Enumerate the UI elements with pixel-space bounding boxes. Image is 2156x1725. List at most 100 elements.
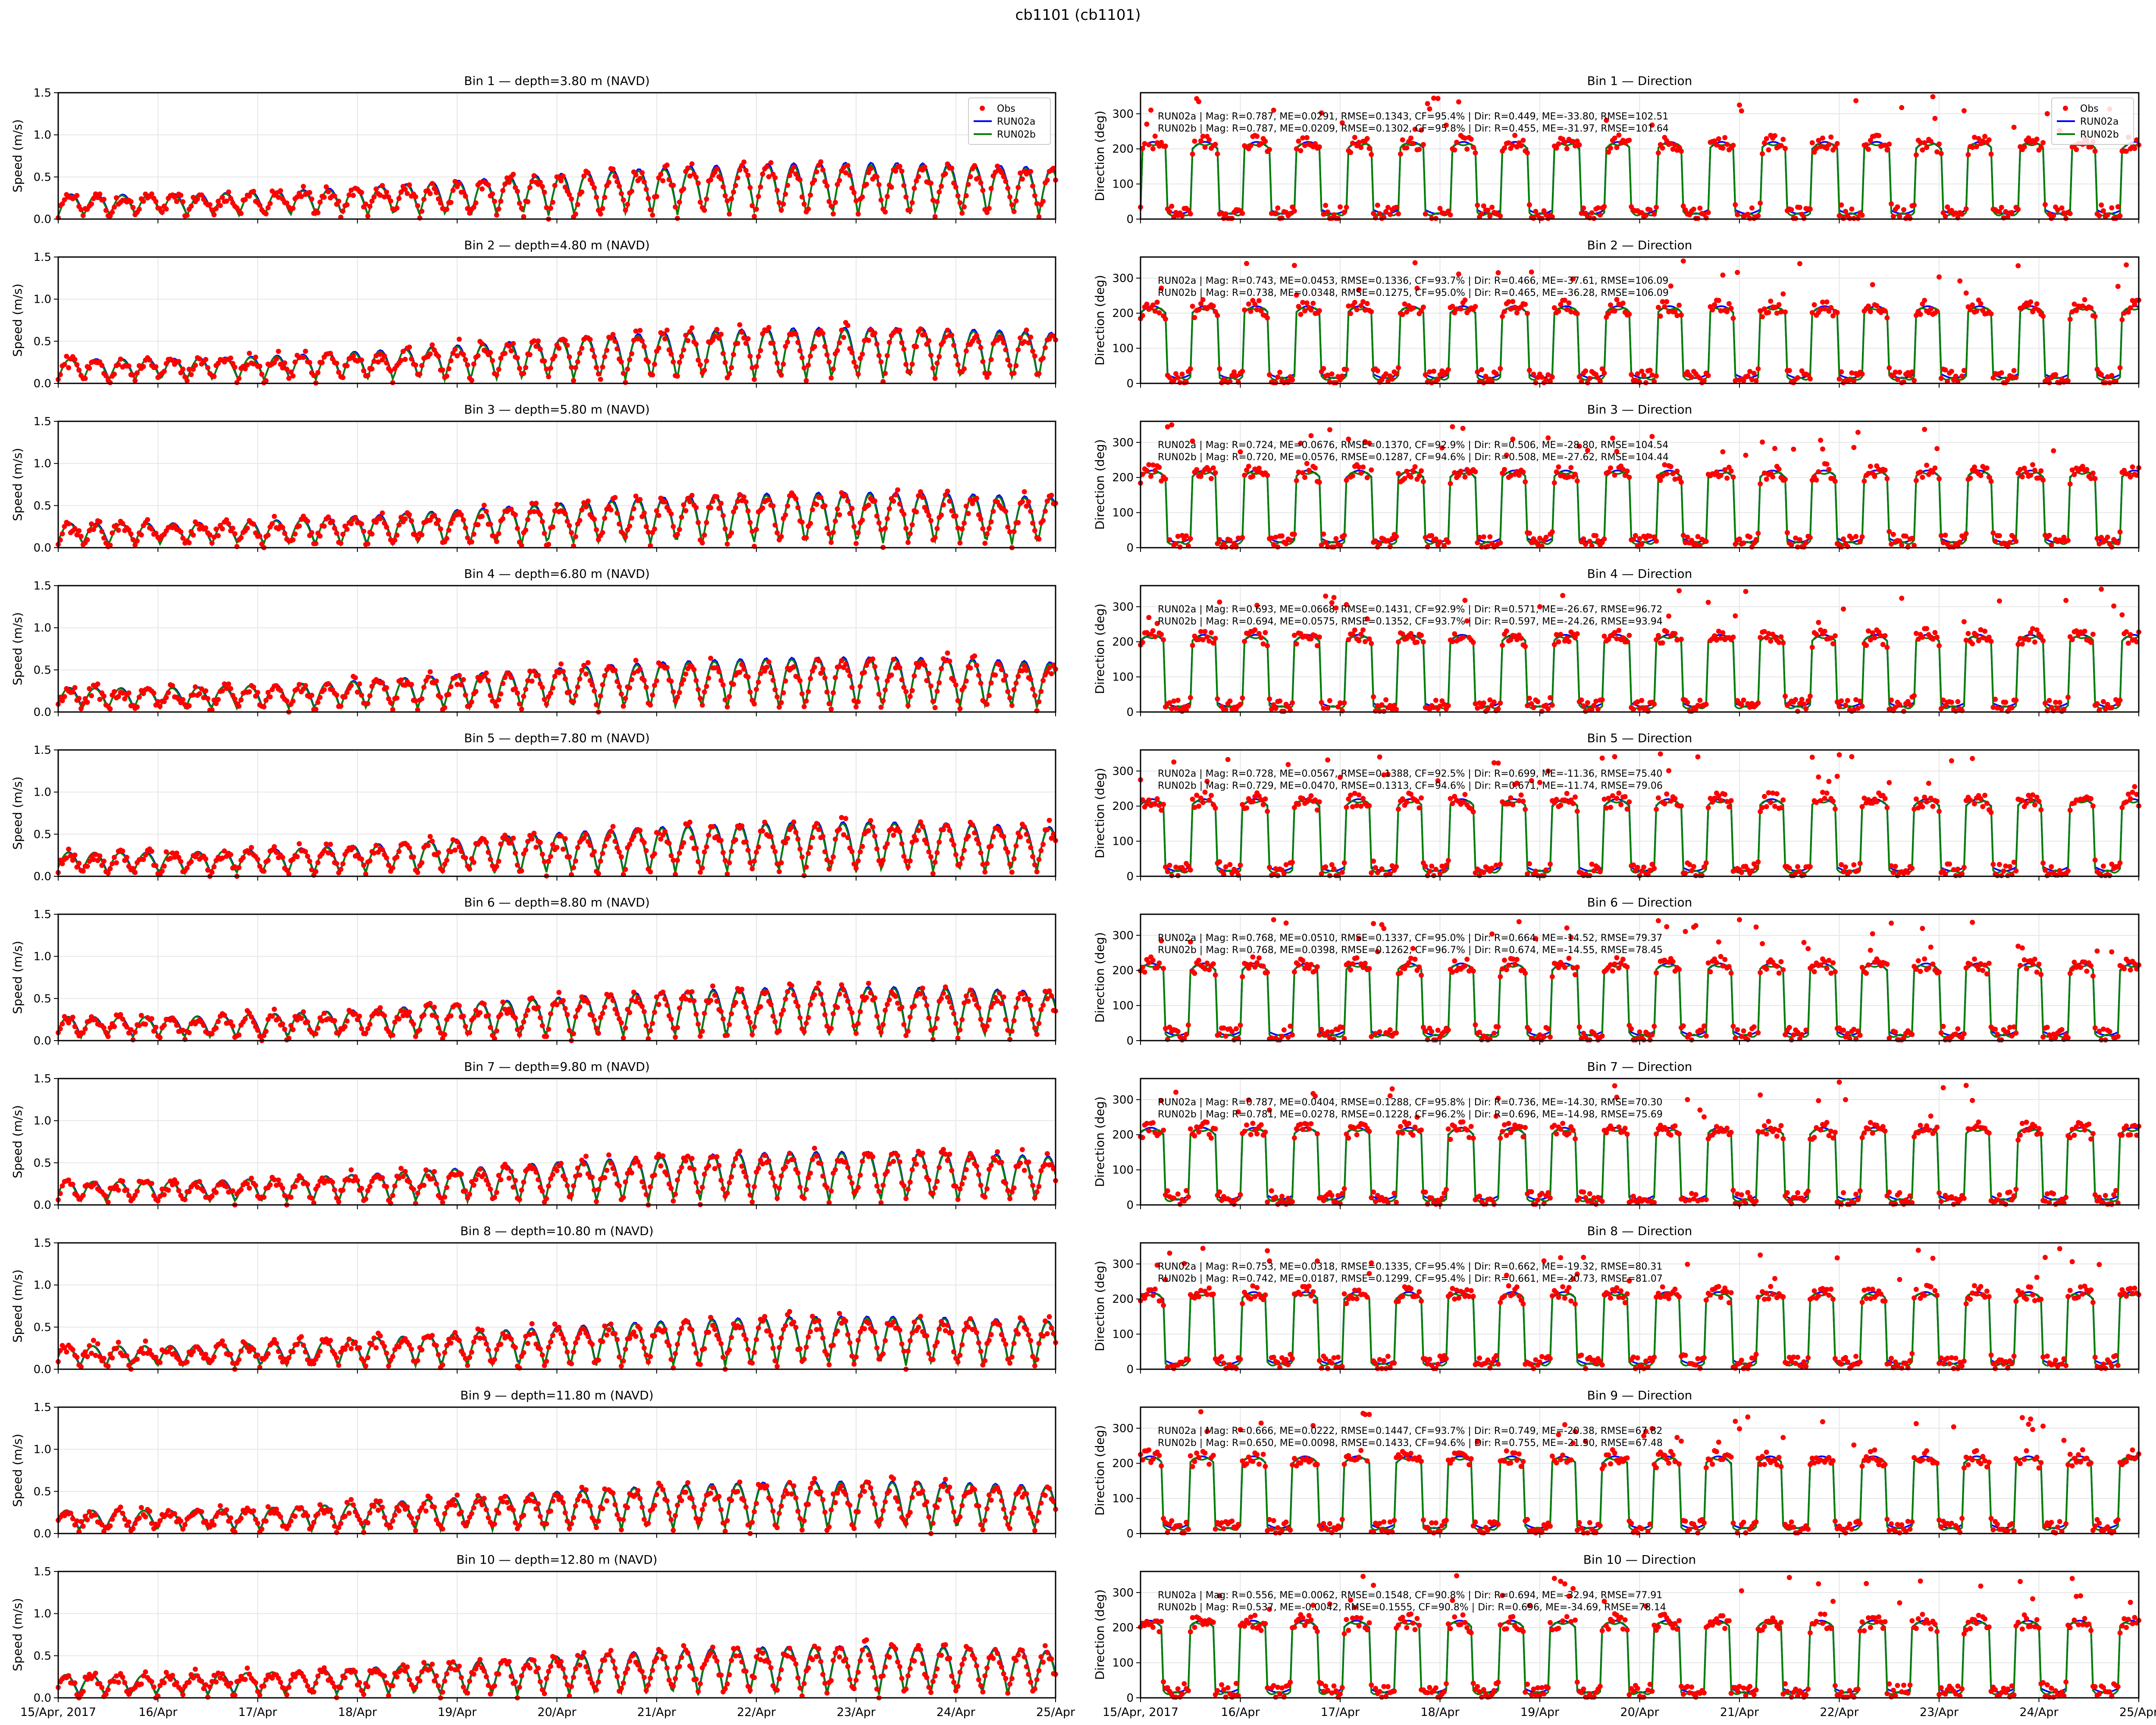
obs-point (62, 524, 67, 529)
obs-point (1209, 630, 1214, 636)
obs-point (421, 197, 427, 202)
obs-point (567, 354, 572, 360)
obs-point (517, 201, 522, 206)
obs-point (1581, 205, 1586, 211)
obs-point (766, 659, 771, 665)
obs-point (1479, 211, 1484, 216)
obs-point (858, 356, 863, 361)
obs-point (172, 194, 177, 200)
obs-point (1339, 120, 1345, 125)
obs-point (1140, 313, 1145, 318)
obs-point (1265, 473, 1270, 478)
obs-point (847, 172, 852, 178)
obs-point (444, 373, 450, 379)
obs-point (592, 354, 597, 359)
panel-title: Bin 2 — Direction (1587, 238, 1692, 252)
obs-point (309, 530, 314, 536)
obs-point (1460, 426, 1466, 431)
obs-point (575, 359, 580, 364)
obs-point (112, 204, 117, 210)
obs-point (2005, 377, 2011, 383)
obs-point (2032, 639, 2037, 645)
obs-point (575, 684, 580, 690)
obs-point (573, 211, 578, 217)
obs-point (2034, 136, 2040, 142)
obs-point (315, 860, 321, 866)
obs-point (1882, 633, 1888, 639)
obs-point (681, 677, 686, 683)
obs-point (1175, 375, 1181, 380)
obs-point (135, 538, 140, 544)
obs-point (1038, 848, 1044, 853)
obs-point (1907, 702, 1913, 708)
obs-point (1034, 869, 1040, 875)
obs-point (654, 194, 659, 199)
y-tick-label: 100 (1112, 507, 1134, 520)
obs-point (884, 353, 890, 358)
obs-point (598, 211, 603, 217)
obs-point (988, 186, 994, 191)
obs-point (1030, 183, 1035, 189)
obs-point (1961, 535, 1967, 541)
obs-point (1450, 424, 1455, 430)
obs-point (517, 701, 522, 707)
obs-point (267, 694, 273, 699)
obs-point (592, 185, 597, 191)
obs-point (689, 325, 695, 331)
obs-point (170, 358, 175, 363)
obs-point (1654, 373, 1659, 379)
obs-point (1918, 469, 1923, 475)
obs-point (656, 345, 661, 351)
obs-point (575, 845, 580, 850)
obs-point (280, 365, 285, 371)
obs-point (816, 658, 821, 663)
obs-point (1573, 794, 1578, 800)
obs-point (440, 868, 445, 874)
obs-point (990, 508, 996, 514)
obs-point (762, 819, 768, 825)
obs-point (1198, 795, 1203, 801)
obs-point (889, 672, 894, 678)
obs-point (1433, 216, 1438, 221)
obs-point (851, 190, 857, 195)
obs-point (1882, 308, 1888, 314)
obs-point (1154, 299, 1160, 305)
obs-point (230, 525, 235, 531)
obs-point (822, 849, 828, 854)
obs-point (1658, 314, 1663, 319)
obs-point (1674, 313, 1680, 318)
obs-point (887, 340, 892, 345)
obs-point (1302, 143, 1307, 148)
obs-point (292, 531, 298, 537)
obs-point (1859, 534, 1865, 539)
obs-point (486, 850, 491, 855)
obs-point (1664, 629, 1670, 634)
obs-point (1714, 469, 1719, 475)
obs-point (1612, 308, 1617, 314)
obs-point (107, 380, 113, 386)
obs-point (708, 177, 714, 182)
obs-point (228, 355, 233, 361)
obs-point (980, 188, 986, 193)
obs-point (984, 702, 990, 707)
obs-point (486, 678, 491, 684)
obs-point (438, 526, 443, 532)
obs-point (808, 521, 813, 526)
obs-point (1481, 700, 1486, 706)
obs-point (1808, 535, 1813, 540)
obs-point (527, 185, 533, 190)
obs-point (1275, 544, 1281, 550)
obs-point (537, 179, 543, 185)
obs-point (2090, 470, 2096, 476)
obs-point (1175, 873, 1181, 878)
obs-point (849, 849, 855, 854)
obs-point (724, 541, 730, 547)
obs-point (454, 353, 460, 358)
obs-point (926, 513, 932, 518)
obs-point (837, 826, 842, 832)
obs-point (1633, 377, 1638, 383)
obs-point (772, 849, 778, 854)
obs-point (803, 535, 809, 540)
obs-point (627, 842, 633, 847)
